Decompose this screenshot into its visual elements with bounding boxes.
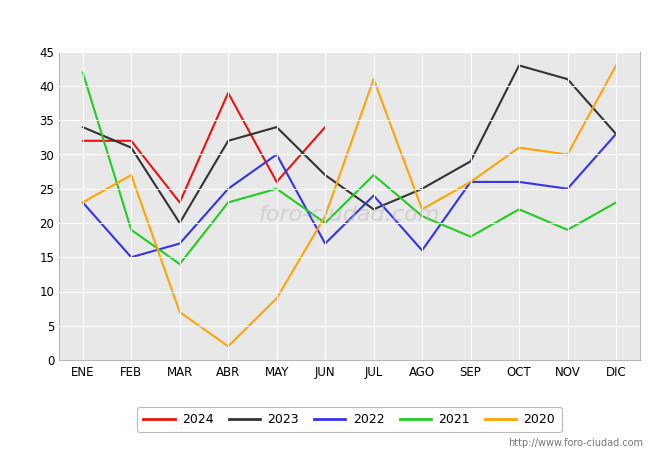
Text: http://www.foro-ciudad.com: http://www.foro-ciudad.com — [508, 438, 644, 448]
Text: Matriculaciones de Vehiculos en Godella: Matriculaciones de Vehiculos en Godella — [158, 14, 492, 33]
Legend: 2024, 2023, 2022, 2021, 2020: 2024, 2023, 2022, 2021, 2020 — [137, 407, 562, 432]
Text: foro-ciudad.com: foro-ciudad.com — [259, 205, 440, 225]
